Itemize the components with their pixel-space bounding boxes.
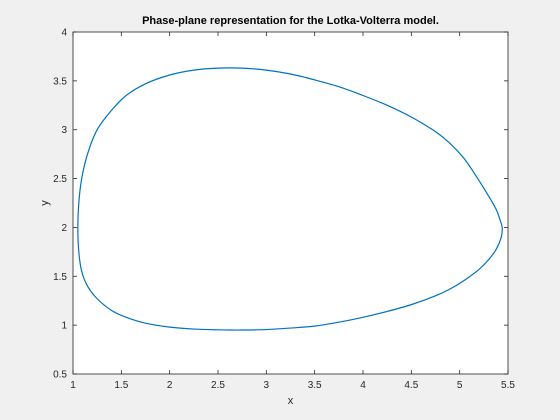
y-tick-label: 0.5 [53, 370, 67, 381]
y-tick-label: 1.5 [53, 272, 67, 283]
x-axis-label: x [288, 395, 294, 407]
x-tick-label: 2.5 [211, 380, 225, 391]
y-axis-label: y [39, 200, 51, 206]
chart-title: Phase-plane representation for the Lotka… [142, 15, 439, 27]
plot-area [73, 32, 508, 374]
x-tick-label: 4.5 [404, 380, 418, 391]
x-tick-label: 4 [360, 380, 366, 391]
x-tick-label: 3.5 [308, 380, 322, 391]
y-tick-label: 3 [61, 125, 67, 136]
x-tick-label: 1.5 [114, 380, 128, 391]
y-tick-label: 2 [61, 223, 67, 234]
y-tick-label: 2.5 [53, 174, 67, 185]
y-tick-label: 3.5 [53, 76, 67, 87]
x-tick-label: 3 [264, 380, 270, 391]
x-tick-label: 1 [70, 380, 76, 391]
x-tick-label: 5.5 [501, 380, 515, 391]
x-tick-label: 2 [167, 380, 173, 391]
y-tick-label: 1 [61, 321, 67, 332]
y-tick-label: 4 [61, 28, 67, 39]
x-tick-label: 5 [457, 380, 463, 391]
